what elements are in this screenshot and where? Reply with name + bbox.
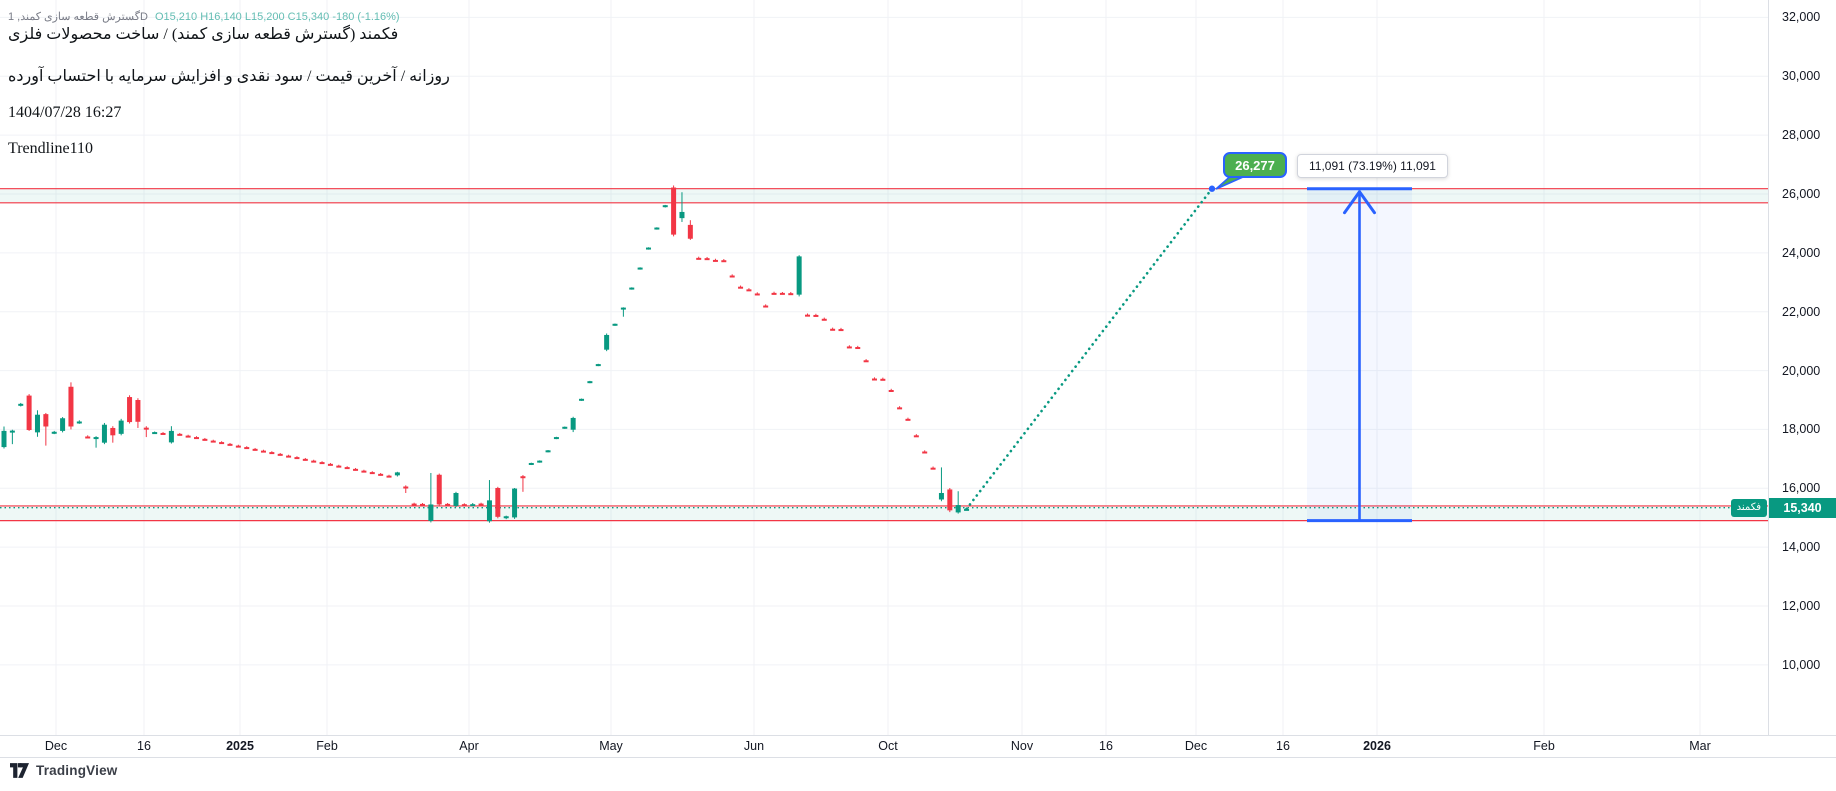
candlestick-chart[interactable]: [0, 0, 1768, 735]
time-tick: Nov: [1010, 739, 1034, 753]
indicator-trendline110[interactable]: Trendline110: [8, 140, 94, 157]
price-tick: 12,000: [1782, 599, 1821, 613]
time-tick: Feb: [1533, 739, 1555, 753]
tradingview-logo-text: TradingView: [36, 763, 118, 778]
time-tick: Oct: [878, 739, 898, 753]
symbol-tag: فکمند: [1730, 498, 1767, 517]
price-tick: 30,000: [1782, 69, 1821, 84]
tradingview-attribution[interactable]: TradingView: [10, 762, 117, 779]
time-tick: Dec: [44, 739, 68, 753]
tradingview-logo-icon: [10, 763, 29, 778]
price-tick: 20,000: [1782, 363, 1821, 378]
measure-tooltip: 11,091 (73.19%) 11,091: [1297, 154, 1448, 178]
time-tick: Mar: [1689, 739, 1711, 753]
price-axis[interactable]: 32,000 30,000 28,000 26,000 24,000 22,000 20,0…: [1768, 0, 1836, 735]
time-tick: Feb: [316, 739, 338, 753]
current-price-label: فکمند 15,340: [1730, 497, 1836, 518]
time-tick: May: [599, 739, 623, 753]
time-tick: Dec: [1184, 739, 1208, 753]
price-tick: 24,000: [1782, 245, 1821, 260]
price-tick: 10,000: [1782, 657, 1821, 672]
time-tick: Apr: [459, 739, 479, 753]
time-tick: 16: [1099, 739, 1113, 753]
time-axis[interactable]: Dec 16 2025 Feb Apr May Jun Oct Nov 16 Dec 16 2026 Fe…: [0, 735, 1836, 758]
time-tick: 16: [137, 739, 151, 753]
price-target-callout[interactable]: 26,277: [1223, 152, 1287, 178]
price-tick: 14,000: [1782, 540, 1821, 555]
chart-pane[interactable]: گسترش قطعه سازی کمند, 1D O15,210 H16,140…: [0, 0, 1768, 735]
price-tick: 16,000: [1782, 481, 1821, 496]
current-price-value: 15,340: [1769, 497, 1836, 518]
time-tick: Jun: [743, 739, 765, 753]
price-tick: 18,000: [1782, 422, 1821, 437]
price-tick: 26,000: [1782, 187, 1821, 201]
price-tick: 22,000: [1782, 304, 1821, 319]
time-tick: 2025: [226, 739, 254, 753]
price-tick: 28,000: [1782, 128, 1821, 143]
time-tick: 2026: [1363, 739, 1391, 753]
time-tick: 16: [1276, 739, 1290, 753]
price-tick: 32,000: [1782, 10, 1821, 25]
